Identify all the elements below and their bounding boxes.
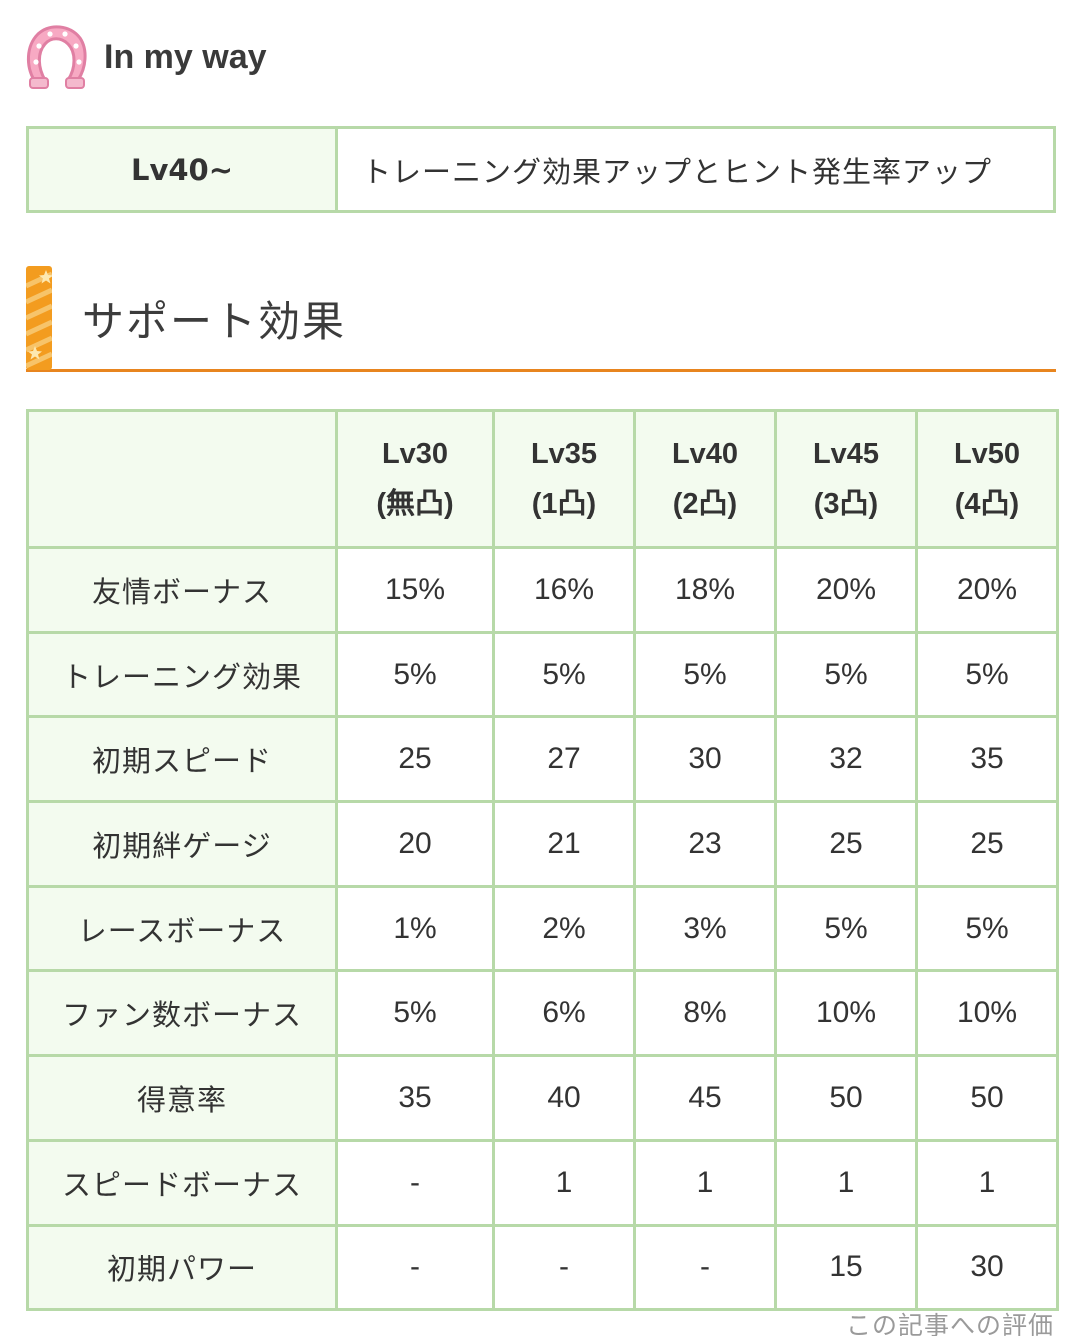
row-label: 初期パワー (26, 1223, 338, 1312)
table-cell: 5% (774, 884, 918, 973)
table-cell: 32 (774, 715, 918, 804)
table-row: スピードボーナス -1 1 1 1 (26, 1138, 1059, 1227)
table-cell: 5% (335, 630, 495, 719)
horseshoe-icon (27, 25, 87, 89)
table-cell: 5% (492, 630, 636, 719)
table-cell: 5% (915, 884, 1059, 973)
table-cell: 15% (335, 546, 495, 634)
table-row: レースボーナス 1% 2% 3% 5% 5% (26, 884, 1059, 973)
row-label: トレーニング効果 (26, 630, 338, 719)
table-cell: 5% (633, 630, 777, 719)
table-cell: 35 (915, 715, 1059, 804)
table-cell: 20% (915, 546, 1059, 634)
table-cell: 1 (492, 1138, 636, 1227)
column-header: Lv35 (1凸) (492, 409, 636, 549)
table-row: ファン数ボーナス 5% 6% 8% 10% 10% (26, 969, 1059, 1058)
table-cell: 5% (915, 630, 1059, 719)
skill-name: In my way (104, 37, 267, 76)
skill-row: Lv40~ トレーニング効果アップとヒント発生率アップ (26, 126, 1056, 213)
skill-description: トレーニング効果アップとヒント発生率アップ (335, 126, 1056, 213)
table-cell: 10% (915, 969, 1059, 1058)
table-cell: 16% (492, 546, 636, 634)
row-label: 初期スピード (26, 715, 338, 804)
skill-level: Lv40~ (26, 126, 338, 213)
section-title: サポート効果 (82, 297, 347, 346)
table-cell: - (335, 1223, 495, 1312)
section-heading: サポート効果 (26, 266, 1056, 372)
table-row: 初期絆ゲージ 20 21 23 25 25 (26, 800, 1059, 888)
table-cell: 21 (492, 800, 636, 888)
row-label: レースボーナス (26, 884, 338, 973)
row-label: ファン数ボーナス (26, 969, 338, 1058)
table-cell: 25 (915, 800, 1059, 888)
table-cell: 20 (335, 800, 495, 888)
table-cell: 30 (915, 1223, 1059, 1312)
column-header: Lv45 (3凸) (774, 409, 918, 549)
table-cell: 50 (915, 1054, 1059, 1142)
skill-table: Lv40~ トレーニング効果アップとヒント発生率アップ (26, 126, 1056, 213)
table-cell: 15 (774, 1223, 918, 1312)
header-corner (26, 409, 338, 549)
table-cell: 2% (492, 884, 636, 973)
skill-header: In my way (24, 22, 267, 92)
table-header-row: Lv30 (無凸) Lv35 (1凸) Lv40 (2凸) Lv45 (3凸) Lv50… (26, 409, 1059, 549)
table-cell: - (492, 1223, 636, 1312)
table-cell: 3% (633, 884, 777, 973)
table-cell: 25 (335, 715, 495, 804)
striped-bar-icon (26, 266, 52, 370)
table-cell: 23 (633, 800, 777, 888)
row-label: 得意率 (26, 1054, 338, 1142)
table-cell: 40 (492, 1054, 636, 1142)
table-cell: 6% (492, 969, 636, 1058)
table-cell: 5% (335, 969, 495, 1058)
table-cell: 30 (633, 715, 777, 804)
column-header: Lv30 (無凸) (335, 409, 495, 549)
table-row: 得意率 35 40 45 50 50 (26, 1054, 1059, 1142)
table-body: 友情ボーナス 15% 16% 18% 20% 20% トレーニング効果 5% 5% 5% 5% 5% 初… (26, 546, 1059, 1312)
table-cell: 1 (774, 1138, 918, 1227)
table-cell: 18% (633, 546, 777, 634)
table-cell: 25 (774, 800, 918, 888)
table-cell: 8% (633, 969, 777, 1058)
table-cell: 5% (774, 630, 918, 719)
table-cell: - (633, 1223, 777, 1312)
table-cell: 50 (774, 1054, 918, 1142)
table-row: 友情ボーナス 15% 16% 18% 20% 20% (26, 546, 1059, 634)
table-cell: 1% (335, 884, 495, 973)
table-cell: 1 (633, 1138, 777, 1227)
table-cell: - (335, 1138, 495, 1227)
table-cell: 20% (774, 546, 918, 634)
table-cell: 35 (335, 1054, 495, 1142)
table-cell: 1 (915, 1138, 1059, 1227)
column-header: Lv50 (4凸) (915, 409, 1059, 549)
support-effect-table: Lv30 (無凸) Lv35 (1凸) Lv40 (2凸) Lv45 (3凸) Lv50… (26, 409, 1059, 1312)
row-label: 初期絆ゲージ (26, 800, 338, 888)
table-cell: 45 (633, 1054, 777, 1142)
table-row: トレーニング効果 5% 5% 5% 5% 5% (26, 630, 1059, 719)
table-cell: 10% (774, 969, 918, 1058)
row-label: 友情ボーナス (26, 546, 338, 634)
row-label: スピードボーナス (26, 1138, 338, 1227)
table-row: 初期スピード 25 27 30 32 35 (26, 715, 1059, 804)
article-rating-label: この記事への評価 (845, 1311, 1054, 1336)
table-row: 初期パワー - - -15 30 (26, 1223, 1059, 1312)
column-header: Lv40 (2凸) (633, 409, 777, 549)
table-cell: 27 (492, 715, 636, 804)
